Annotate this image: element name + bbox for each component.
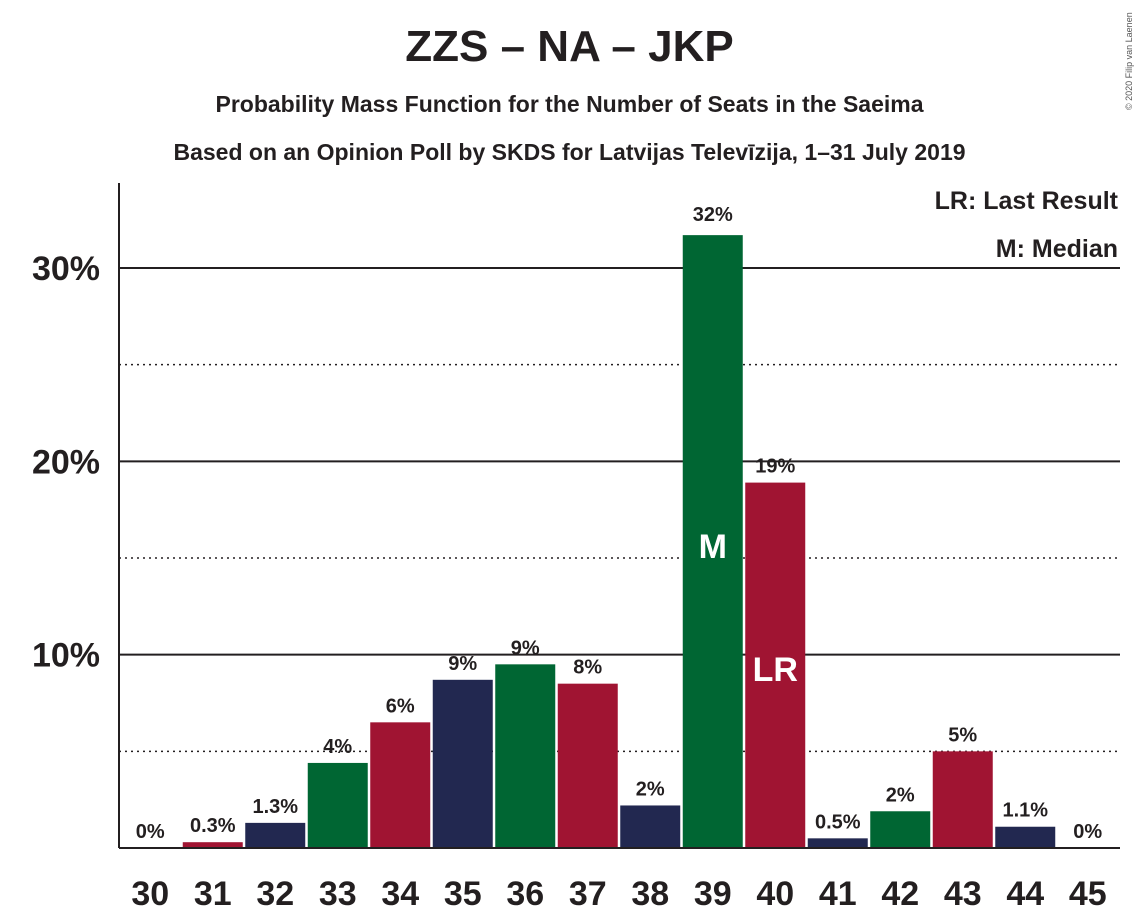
data-label: 0.3%: [190, 815, 236, 837]
y-tick-label: 30%: [32, 250, 100, 288]
bar-seat-42: [870, 811, 931, 848]
x-tick-label: 39: [694, 875, 732, 913]
bar-seat-33: [307, 762, 368, 848]
bar-seat-40: [745, 482, 806, 848]
y-tick-label: 20%: [32, 443, 100, 481]
bar-seat-39: [682, 235, 743, 849]
y-tick-label: 10%: [32, 637, 100, 675]
bar-seat-41: [807, 838, 868, 848]
bar-seat-32: [245, 822, 306, 848]
x-tick-label: 42: [881, 875, 919, 913]
chart-title: ZZS – NA – JKP: [405, 22, 734, 71]
x-tick-label: 45: [1069, 875, 1107, 913]
gridlines: 10% 20% 30%: [32, 250, 1120, 753]
data-label: 32%: [693, 204, 733, 226]
bar-seat-34: [370, 722, 431, 848]
bar-seat-37: [557, 683, 618, 848]
x-tick-label: 32: [256, 875, 294, 913]
x-tick-label: 36: [506, 875, 544, 913]
bar-seat-38: [620, 805, 681, 848]
data-label: 6%: [386, 695, 415, 717]
bar-seat-44: [995, 826, 1056, 848]
data-label: 0%: [136, 821, 165, 843]
last-result-marker: LR: [753, 651, 798, 689]
data-label: 0%: [1073, 821, 1102, 843]
chart-subtitle-poll: Based on an Opinion Poll by SKDS for Lat…: [173, 139, 966, 165]
data-label: 1.1%: [1002, 800, 1048, 822]
data-label: 5%: [948, 724, 977, 746]
x-tick-label: 37: [569, 875, 607, 913]
data-label: 9%: [511, 637, 540, 659]
x-tick-label: 41: [819, 875, 857, 913]
legend-last-result: LR: Last Result: [935, 187, 1119, 215]
x-tick-label: 38: [631, 875, 669, 913]
bar-seat-31: [182, 842, 243, 848]
axes: 30 31 32 33 34 35 36 37 38 39 40 41 42 43 44 45: [118, 183, 1120, 913]
bars: [182, 235, 1056, 849]
x-tick-label: 34: [381, 875, 419, 913]
data-label: 2%: [636, 778, 665, 800]
chart-subtitle: Probability Mass Function for the Number…: [215, 91, 924, 117]
x-tick-label: 30: [131, 875, 169, 913]
data-label: 2%: [886, 784, 915, 806]
data-labels: 0% 0.3% 1.3% 4% 6% 9% 9% 8% 2% 32% M 19% LR 0.5% 2% 5% 1…: [136, 204, 1103, 843]
data-label: 8%: [573, 657, 602, 679]
data-label: 9%: [448, 653, 477, 675]
x-tick-label: 31: [194, 875, 232, 913]
x-tick-label: 33: [319, 875, 357, 913]
x-tick-label: 43: [944, 875, 982, 913]
bar-seat-35: [432, 679, 493, 848]
bar-seat-36: [495, 664, 556, 848]
legend-median: M: Median: [996, 235, 1118, 263]
legend: LR: Last Result M: Median: [935, 187, 1119, 263]
data-label: 4%: [323, 736, 352, 758]
data-label: 0.5%: [815, 811, 861, 833]
bar-seat-43: [932, 751, 993, 848]
x-tick-label: 35: [444, 875, 482, 913]
x-tick-label: 44: [1006, 875, 1044, 913]
median-marker: M: [699, 528, 727, 566]
data-label: 1.3%: [252, 796, 298, 818]
data-label: 19%: [755, 456, 795, 478]
x-tick-label: 40: [756, 875, 794, 913]
